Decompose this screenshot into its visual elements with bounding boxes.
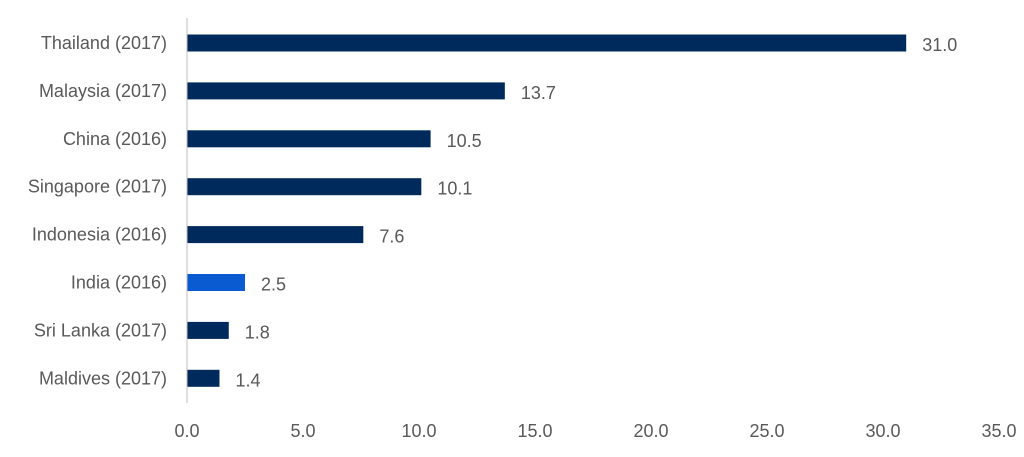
bar xyxy=(187,130,431,148)
data-label: 13.7 xyxy=(521,83,556,103)
data-label: 10.1 xyxy=(437,179,472,199)
x-tick-label: 35.0 xyxy=(981,421,1016,441)
category-label: Maldives (2017) xyxy=(39,368,167,388)
bar xyxy=(187,321,229,339)
bar xyxy=(187,369,220,387)
data-label: 1.8 xyxy=(245,322,270,342)
category-label: Singapore (2017) xyxy=(28,177,167,197)
bar xyxy=(187,226,364,244)
x-tick-label: 5.0 xyxy=(290,421,315,441)
bar xyxy=(187,274,245,291)
category-label: India (2016) xyxy=(71,273,167,293)
x-axis-tick-labels: 0.0 5.0 10.0 15.0 20.0 25.0 30.0 35.0 xyxy=(174,421,1016,441)
bar xyxy=(187,34,907,52)
bars-layer xyxy=(187,34,907,387)
bar xyxy=(187,178,422,196)
data-label: 1.4 xyxy=(235,370,260,390)
category-labels: Thailand (2017) Malaysia (2017) China (201… xyxy=(28,33,167,388)
category-label: China (2016) xyxy=(63,129,167,149)
data-label: 10.5 xyxy=(447,131,482,151)
category-label: Sri Lanka (2017) xyxy=(34,320,167,340)
category-label: Indonesia (2016) xyxy=(32,225,167,245)
x-tick-label: 30.0 xyxy=(865,421,900,441)
data-label: 2.5 xyxy=(261,275,286,295)
x-tick-label: 15.0 xyxy=(517,421,552,441)
bar xyxy=(187,82,505,100)
x-tick-label: 20.0 xyxy=(633,421,668,441)
value-labels: 31.0 13.7 10.5 10.1 7.6 2.5 1.8 1.4 xyxy=(235,35,957,390)
category-label: Malaysia (2017) xyxy=(39,81,167,101)
x-tick-label: 25.0 xyxy=(749,421,784,441)
x-tick-label: 0.0 xyxy=(174,421,199,441)
x-tick-label: 10.0 xyxy=(401,421,436,441)
category-label: Thailand (2017) xyxy=(41,33,167,53)
data-label: 7.6 xyxy=(379,227,404,247)
data-label: 31.0 xyxy=(922,35,957,55)
